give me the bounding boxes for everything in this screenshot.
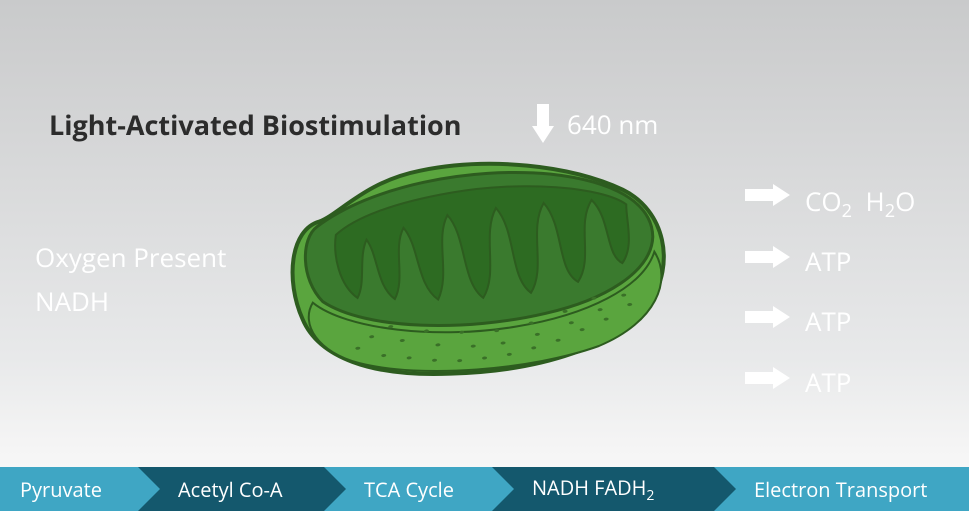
process-step-2: TCA Cycle: [324, 467, 492, 511]
output-label-2: ATP: [805, 303, 851, 339]
output-label-3: ATP: [805, 364, 851, 400]
output-label-0: CO2 H2O: [805, 183, 915, 223]
input-label-1: NADH: [35, 283, 109, 319]
wavelength-label: 640 nm: [567, 106, 658, 142]
process-step-3: NADH FADH2: [492, 467, 714, 511]
process-step-0: Pyruvate: [0, 467, 138, 511]
input-label-0: Oxygen Present: [35, 239, 226, 275]
output-label-1: ATP: [805, 243, 851, 279]
diagram-title: Light-Activated Biostimulation: [49, 106, 462, 143]
process-step-4: Electron Transport: [714, 467, 969, 511]
process-step-1: Acetyl Co-A: [138, 467, 324, 511]
mitochondrion-graphic: [280, 150, 680, 385]
process-chevron-bar: PyruvateAcetyl Co-ATCA CycleNADH FADH2El…: [0, 467, 969, 511]
